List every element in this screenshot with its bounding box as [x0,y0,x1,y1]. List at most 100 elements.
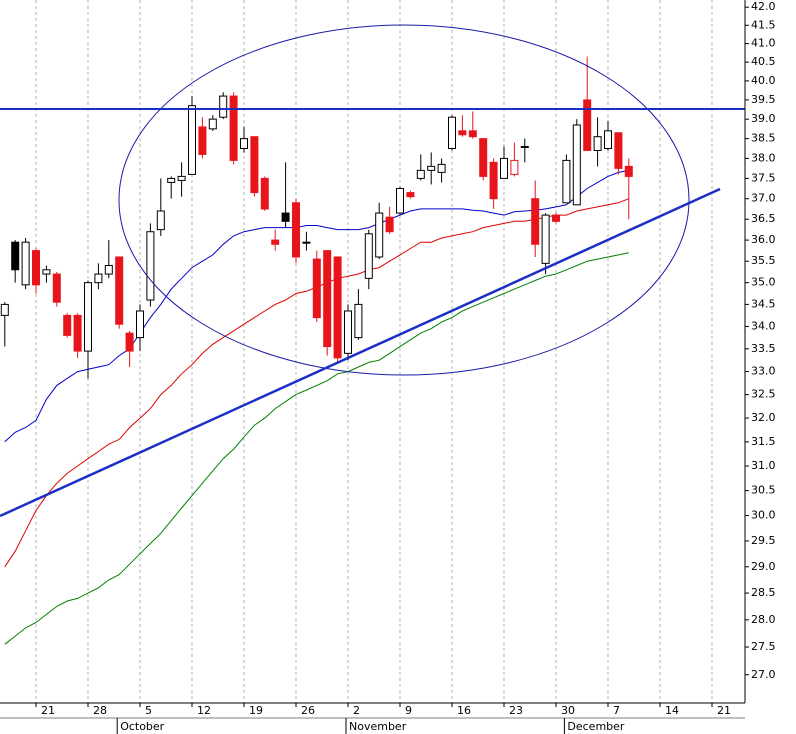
candle-body [52,273,61,303]
y-tick-label: 34.0 [751,319,776,332]
candle-body [104,264,113,275]
candle-body [312,258,321,319]
candle-body [354,303,363,339]
candle-body [500,157,508,179]
x-tick-label: 7 [613,704,620,717]
x-tick-label: 9 [405,704,412,717]
x-tick-label: 12 [197,704,211,717]
x-tick-label: 16 [457,704,471,717]
candle-body [552,214,560,222]
candle-body [146,231,155,301]
plot [0,56,633,645]
y-tick-label: 40.0 [751,74,776,87]
candle-body [11,241,20,271]
month-label: December [567,720,625,733]
y-tick-label: 37.5 [751,171,776,184]
candle-body [208,118,217,130]
candle-body [240,138,248,149]
candle-body [624,165,633,177]
candle-body [416,169,425,179]
candle-body [32,250,40,286]
candle-body [531,198,540,245]
candle-body [344,310,352,354]
y-tick-label: 31.0 [751,459,776,472]
candle-body [73,314,82,352]
candle-body [583,99,592,151]
y-tick-label: 41.5 [751,18,776,31]
x-tick-label: 19 [249,704,263,717]
moving-average [4,252,629,645]
x-tick-label: 21 [41,704,55,717]
y-tick-label: 37.0 [751,192,776,205]
y-tick-label: 30.5 [751,484,776,497]
candle-body [375,212,384,258]
candle-body [396,188,404,214]
y-tick-label: 31.5 [751,435,776,448]
candle-body [364,233,373,279]
x-tick-label: 30 [561,704,575,717]
candle-body [520,146,529,149]
candle-body [84,282,92,352]
month-label: October [120,720,164,733]
y-tick-label: 29.0 [751,560,776,573]
candle-body [115,256,124,325]
candle-body [42,269,51,275]
candle-body [21,241,30,286]
candle-body [614,132,623,169]
candle-body [323,250,332,348]
candle-body [198,126,207,155]
y-tick-label: 30.0 [751,509,776,522]
highlight-ellipse [118,24,690,376]
y-tick-label: 39.0 [751,112,776,125]
x-tick-label: 14 [665,704,679,717]
y-tick-label: 28.5 [751,586,776,599]
candle-body [437,163,446,173]
candle-body [188,105,196,175]
x-tick-label: 28 [93,704,107,717]
y-tick-label: 38.5 [751,132,776,145]
y-tick-label: 28.0 [751,613,776,626]
candle-body [0,303,9,316]
candle-body [219,95,228,118]
candle-body [604,130,612,149]
candle-body [63,314,72,336]
y-tick-label: 32.0 [751,411,776,424]
trend-line [0,187,721,518]
x-tick-label: 23 [509,704,523,717]
candle-body [333,256,342,359]
candle-body [292,202,300,258]
candle-body [229,95,238,161]
candle-body [302,241,311,244]
x-tick-label: 26 [301,704,315,717]
x-tick-label: 5 [145,704,152,717]
y-tick-label: 42.0 [751,0,776,13]
candle-body [136,310,144,339]
y-tick-label: 29.5 [751,534,776,547]
y-tick-label: 35.5 [751,254,776,267]
candle-body [385,216,394,233]
candle-body [156,210,165,231]
candle-body [510,159,519,175]
candle-body [250,136,259,194]
y-tick-label: 40.5 [751,55,776,68]
y-tick-label: 35.0 [751,276,776,289]
candle-body [468,130,477,138]
candle-body [489,161,498,200]
candle-body [406,192,415,198]
candle-body [562,159,571,204]
y-tick-label: 39.5 [751,93,776,106]
candle-body [281,212,290,222]
y-tick-label: 32.5 [751,388,776,401]
y-tick-label: 34.5 [751,297,776,310]
candle-body [177,175,186,181]
candle-body [572,124,581,206]
candle-body [427,165,436,171]
candle-body [479,138,488,177]
candle-body [458,130,467,136]
candle-body [260,177,269,210]
candle-body [94,273,103,284]
y-tick-label: 33.0 [751,365,776,378]
candle-body [167,177,176,183]
y-tick-label: 41.0 [751,37,776,50]
